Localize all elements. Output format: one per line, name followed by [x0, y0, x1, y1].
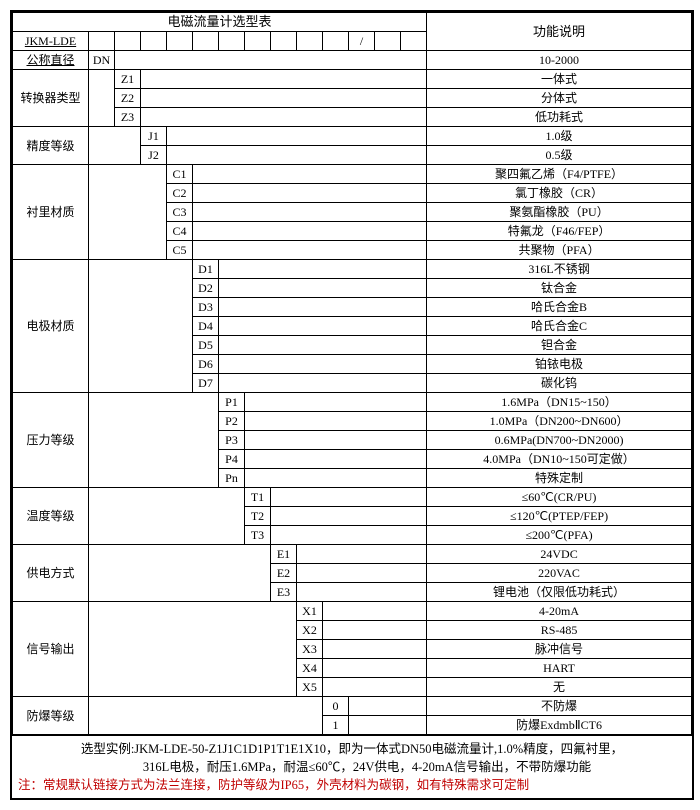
selection-table: 电磁流量计选型表 功能说明 JKM-LDE / 公称直径 DN 10-2000 … — [12, 12, 692, 735]
x2: X2 — [297, 621, 323, 640]
d3: D3 — [193, 298, 219, 317]
d4-desc: 哈氏合金C — [427, 317, 692, 336]
transducer-label: 转换器类型 — [13, 70, 89, 127]
ex-label: 防爆等级 — [13, 697, 89, 735]
example-line-b: 316L电极，耐压1.6MPa，耐温≤60℃，24V供电，4-20mA信号输出，… — [18, 758, 686, 776]
footer-block: 选型实例:JKM-LDE-50-Z1J1C1D1P1T1E1X10，即为一体式D… — [12, 735, 692, 798]
e3-desc: 锂电池（仅限低功耗式） — [427, 583, 692, 602]
pressure-label: 压力等级 — [13, 393, 89, 488]
t1: T1 — [245, 488, 271, 507]
x1-desc: 4-20mA — [427, 602, 692, 621]
c2: C2 — [167, 184, 193, 203]
power-label: 供电方式 — [13, 545, 89, 602]
z3: Z3 — [115, 108, 141, 127]
x3-desc: 脉冲信号 — [427, 640, 692, 659]
selection-title: 电磁流量计选型表 — [13, 13, 427, 32]
pn: Pn — [219, 469, 245, 488]
d1-desc: 316L不锈钢 — [427, 260, 692, 279]
t2: T2 — [245, 507, 271, 526]
d2-desc: 钛合金 — [427, 279, 692, 298]
c3-desc: 聚氨酯橡胶（PU） — [427, 203, 692, 222]
d7: D7 — [193, 374, 219, 393]
p1-desc: 1.6MPa（DN15~150） — [427, 393, 692, 412]
z1-desc: 一体式 — [427, 70, 692, 89]
c4-desc: 特氟龙（F46/FEP） — [427, 222, 692, 241]
c5: C5 — [167, 241, 193, 260]
lining-label: 衬里材质 — [13, 165, 89, 260]
e3: E3 — [271, 583, 297, 602]
e2: E2 — [271, 564, 297, 583]
c3: C3 — [167, 203, 193, 222]
e1: E1 — [271, 545, 297, 564]
d6: D6 — [193, 355, 219, 374]
j2-desc: 0.5级 — [427, 146, 692, 165]
ex1-desc: 防爆ExdmbⅡCT6 — [427, 716, 692, 735]
x5: X5 — [297, 678, 323, 697]
d2: D2 — [193, 279, 219, 298]
p3: P3 — [219, 431, 245, 450]
diameter-label: 公称直径 — [13, 51, 89, 70]
c4: C4 — [167, 222, 193, 241]
d4: D4 — [193, 317, 219, 336]
d1: D1 — [193, 260, 219, 279]
z3-desc: 低功耗式 — [427, 108, 692, 127]
x4-desc: HART — [427, 659, 692, 678]
c5-desc: 共聚物（PFA） — [427, 241, 692, 260]
d7-desc: 碳化钨 — [427, 374, 692, 393]
c1: C1 — [167, 165, 193, 184]
p3-desc: 0.6MPa(DN700~DN2000) — [427, 431, 692, 450]
e1-desc: 24VDC — [427, 545, 692, 564]
d5: D5 — [193, 336, 219, 355]
j1: J1 — [141, 127, 167, 146]
d6-desc: 铂铱电极 — [427, 355, 692, 374]
p1: P1 — [219, 393, 245, 412]
model-code: JKM-LDE — [13, 32, 89, 51]
e2-desc: 220VAC — [427, 564, 692, 583]
z2-desc: 分体式 — [427, 89, 692, 108]
z2: Z2 — [115, 89, 141, 108]
footer-note: 注：常规默认链接方式为法兰连接，防护等级为IP65，外壳材料为碳钢，如有特殊需求… — [18, 776, 686, 794]
t3: T3 — [245, 526, 271, 545]
x5-desc: 无 — [427, 678, 692, 697]
diameter-code: DN — [89, 51, 115, 70]
p4: P4 — [219, 450, 245, 469]
pn-desc: 特殊定制 — [427, 469, 692, 488]
t2-desc: ≤120℃(PTEP/FEP) — [427, 507, 692, 526]
x3: X3 — [297, 640, 323, 659]
example-line-a: 选型实例:JKM-LDE-50-Z1J1C1D1P1T1E1X10，即为一体式D… — [18, 740, 686, 758]
z1: Z1 — [115, 70, 141, 89]
c2-desc: 氯丁橡胶（CR） — [427, 184, 692, 203]
ex0-desc: 不防爆 — [427, 697, 692, 716]
d3-desc: 哈氏合金B — [427, 298, 692, 317]
j2: J2 — [141, 146, 167, 165]
function-title: 功能说明 — [427, 13, 692, 51]
diameter-desc: 10-2000 — [427, 51, 692, 70]
precision-label: 精度等级 — [13, 127, 89, 165]
p4-desc: 4.0MPa（DN10~150可定做） — [427, 450, 692, 469]
p2-desc: 1.0MPa（DN200~DN600） — [427, 412, 692, 431]
x2-desc: RS-485 — [427, 621, 692, 640]
slash-cell: / — [349, 32, 375, 51]
d5-desc: 钽合金 — [427, 336, 692, 355]
x1: X1 — [297, 602, 323, 621]
selection-table-wrapper: 电磁流量计选型表 功能说明 JKM-LDE / 公称直径 DN 10-2000 … — [10, 10, 694, 800]
temp-label: 温度等级 — [13, 488, 89, 545]
ex0: 0 — [323, 697, 349, 716]
x4: X4 — [297, 659, 323, 678]
signal-label: 信号输出 — [13, 602, 89, 697]
ex1: 1 — [323, 716, 349, 735]
t1-desc: ≤60℃(CR/PU) — [427, 488, 692, 507]
p2: P2 — [219, 412, 245, 431]
electrode-label: 电极材质 — [13, 260, 89, 393]
j1-desc: 1.0级 — [427, 127, 692, 146]
t3-desc: ≤200℃(PFA) — [427, 526, 692, 545]
c1-desc: 聚四氟乙烯（F4/PTFE） — [427, 165, 692, 184]
